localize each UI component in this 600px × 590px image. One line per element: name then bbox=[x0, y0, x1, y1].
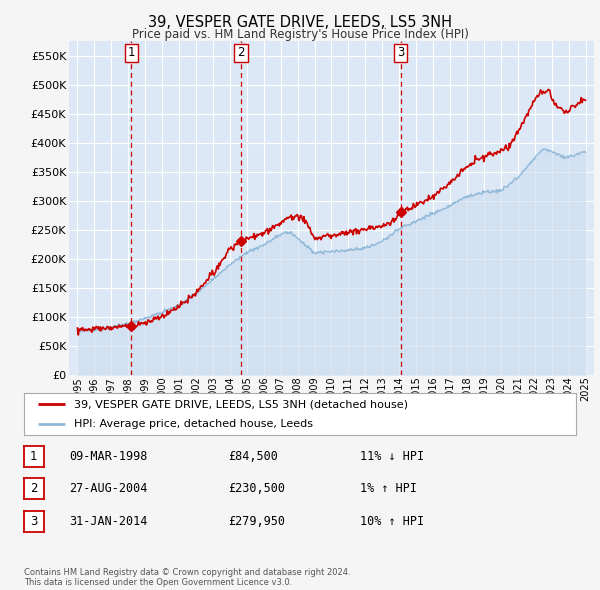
Text: 3: 3 bbox=[30, 514, 38, 528]
Text: 1% ↑ HPI: 1% ↑ HPI bbox=[360, 482, 417, 496]
Text: 2: 2 bbox=[237, 47, 245, 60]
Text: Price paid vs. HM Land Registry's House Price Index (HPI): Price paid vs. HM Land Registry's House … bbox=[131, 28, 469, 41]
Text: 31-JAN-2014: 31-JAN-2014 bbox=[69, 514, 148, 528]
Text: 39, VESPER GATE DRIVE, LEEDS, LS5 3NH: 39, VESPER GATE DRIVE, LEEDS, LS5 3NH bbox=[148, 15, 452, 30]
Text: 39, VESPER GATE DRIVE, LEEDS, LS5 3NH (detached house): 39, VESPER GATE DRIVE, LEEDS, LS5 3NH (d… bbox=[74, 399, 407, 409]
Text: 2: 2 bbox=[30, 482, 38, 496]
Text: 11% ↓ HPI: 11% ↓ HPI bbox=[360, 450, 424, 463]
Text: 1: 1 bbox=[128, 47, 135, 60]
Text: 09-MAR-1998: 09-MAR-1998 bbox=[69, 450, 148, 463]
Text: £279,950: £279,950 bbox=[228, 514, 285, 528]
Text: 1: 1 bbox=[30, 450, 38, 463]
Text: 3: 3 bbox=[397, 47, 404, 60]
Text: Contains HM Land Registry data © Crown copyright and database right 2024.
This d: Contains HM Land Registry data © Crown c… bbox=[24, 568, 350, 587]
Text: 27-AUG-2004: 27-AUG-2004 bbox=[69, 482, 148, 496]
Text: £84,500: £84,500 bbox=[228, 450, 278, 463]
Text: 10% ↑ HPI: 10% ↑ HPI bbox=[360, 514, 424, 528]
Text: £230,500: £230,500 bbox=[228, 482, 285, 496]
Text: HPI: Average price, detached house, Leeds: HPI: Average price, detached house, Leed… bbox=[74, 419, 313, 429]
